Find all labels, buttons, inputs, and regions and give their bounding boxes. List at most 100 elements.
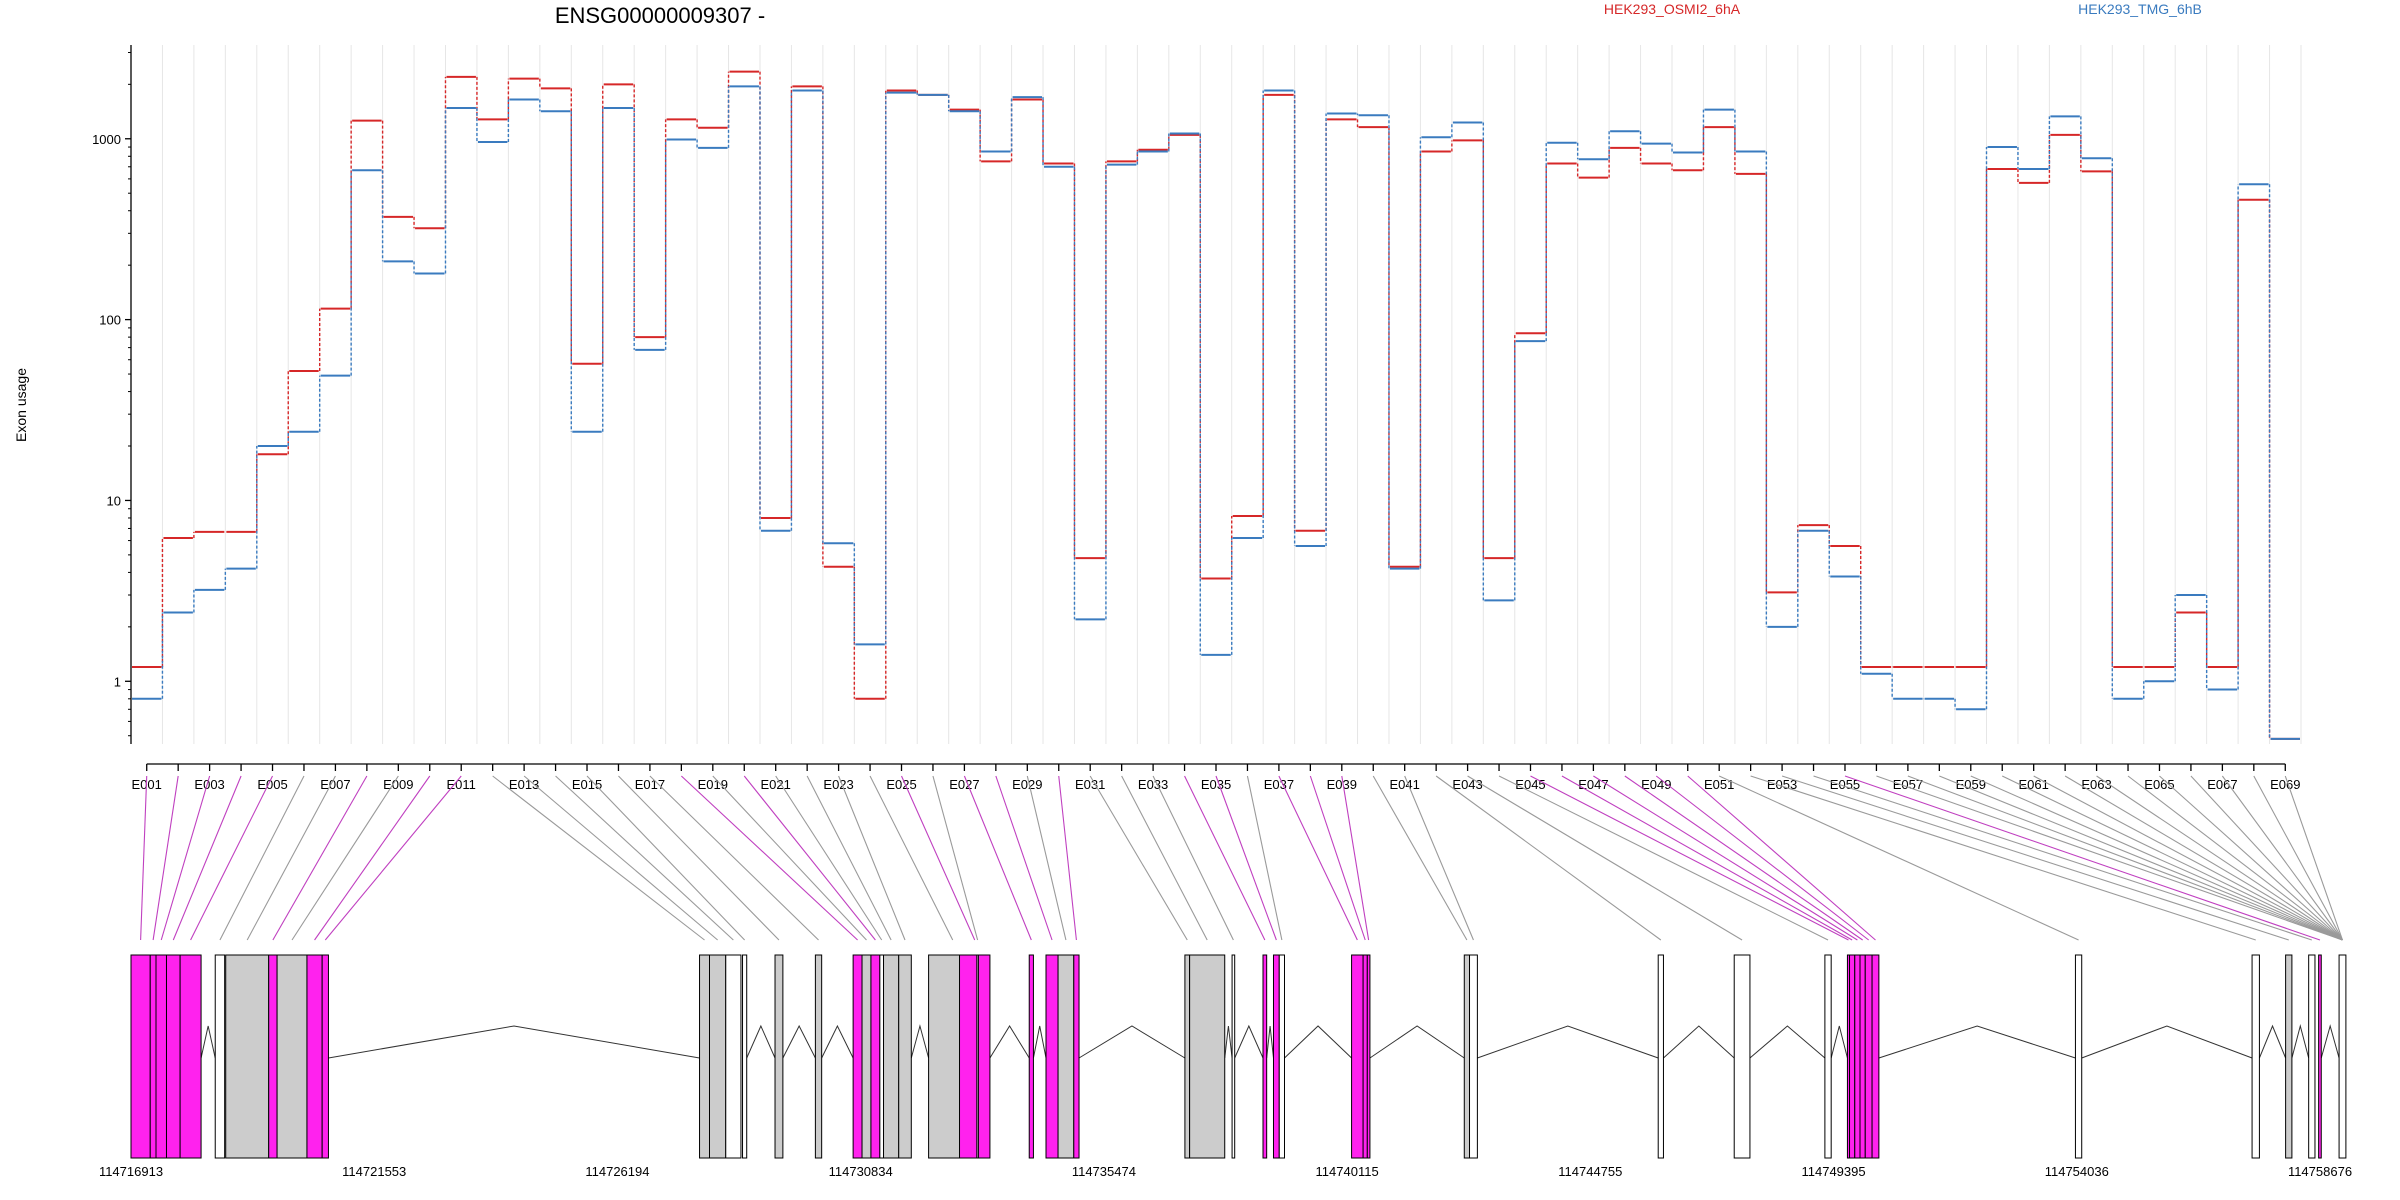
exon-block [179,954,202,1159]
exon-block [1073,954,1080,1159]
intron-line [1477,1025,1659,1059]
coordinate-label: 114758676 [2288,1164,2352,1179]
exon-connector [649,775,819,941]
exon-block [155,954,167,1159]
exon-block [1849,954,1856,1159]
x-tick-label: E063 [2081,777,2111,792]
exon-block [1469,954,1478,1159]
coordinate-label: 114744755 [1558,1164,1622,1179]
intron-line [328,1025,700,1059]
x-tick-label: E023 [823,777,853,792]
x-tick-label: E065 [2144,777,2174,792]
exon-connector [1498,775,1829,941]
exon-connector-lines [140,775,2344,941]
x-tick-label: E017 [635,777,665,792]
x-tick-label: E009 [383,777,413,792]
exon-connector [152,775,179,941]
exon-connector [1907,775,2343,941]
intron-line [2258,1024,2287,1059]
exon-connector [1530,775,1849,941]
exon-connector [995,775,1053,941]
exon-connector [1467,775,1743,941]
exon-connector [1278,775,1358,941]
coordinate-label: 114721553 [342,1164,406,1179]
exon-block [1854,954,1861,1159]
exon-connector [140,775,148,941]
exon-block [1231,954,1236,1159]
exon-block [699,954,711,1159]
exon-block [976,954,979,1159]
x-tick-label: E039 [1327,777,1357,792]
exon-connector [1246,775,1283,941]
exon-block [1057,954,1075,1159]
x-tick-label: E067 [2207,777,2237,792]
intron-line [1078,1025,1186,1059]
exon-block [321,954,329,1159]
exon-connector [1435,775,1662,941]
exon-connector [1184,775,1266,941]
intron-line [1830,1025,1848,1059]
exon-block [2074,954,2083,1159]
x-tick-label: E027 [949,777,979,792]
y-axis-label: Exon usage [13,368,29,442]
exon-connector [1939,775,2343,941]
exon-connector [2284,775,2344,941]
x-tick-label: E057 [1893,777,1923,792]
exon-block [130,954,151,1159]
exon-block [276,954,308,1159]
x-tick-label: E037 [1264,777,1294,792]
exon-connector [2159,775,2343,941]
y-tick-label: 100 [99,313,121,328]
exon-block [1272,954,1280,1159]
exon-connector [1372,775,1468,941]
exon-connector [2221,775,2343,941]
exon-connector [492,775,705,941]
exon-block [774,954,784,1159]
exon-block [1864,954,1873,1159]
exon-block [709,954,727,1159]
exon-block [959,954,991,1159]
exon-block [1262,954,1268,1159]
exon-connector [1215,775,1277,941]
intron-line [782,1024,816,1059]
vertical-grid [130,45,2302,744]
intron-line [1032,1025,1047,1059]
exon-block [2338,954,2347,1159]
exon-connector [680,775,858,941]
x-tick-label: E025 [886,777,916,792]
exon-block [149,954,157,1159]
x-tick-label: E051 [1704,777,1734,792]
exon-connector [2096,775,2343,941]
exon-connector [618,775,780,941]
legend-series-2: HEK293_TMG_6hB [2078,1,2202,17]
x-tick-label: E059 [1956,777,1986,792]
exon-connector [1844,775,2321,941]
coordinate-label: 114749395 [1802,1164,1866,1179]
exon-block [2285,954,2293,1159]
exon-block [306,954,323,1159]
exon-connector [1876,775,2343,941]
coordinate-label: 114735474 [1072,1164,1136,1179]
exon-block [2308,954,2316,1159]
x-axis: E001 E003 E005 E007 E009 E011 E013 E015 E017 E019… [132,763,2300,792]
exon-block [898,954,912,1159]
exon-connector [272,775,368,941]
x-tick-label: E035 [1201,777,1231,792]
series-1 [132,70,2300,740]
exon-connector [1781,775,2289,941]
coordinate-label: 114716913 [99,1164,163,1179]
exon-connector [2033,775,2343,941]
exon-connector [2001,775,2343,941]
x-tick-label: E029 [1012,777,1042,792]
exon-block [1189,954,1226,1159]
x-tick-label: E061 [2018,777,2048,792]
exon-connector [869,775,954,941]
exon-block [1733,954,1751,1159]
intron-line [1284,1025,1352,1059]
x-tick-label: E069 [2270,777,2300,792]
exon-block [1366,954,1371,1159]
exon-connector [2064,775,2343,941]
intron-line [1224,1025,1233,1059]
coordinate-label: 114754036 [2045,1164,2109,1179]
